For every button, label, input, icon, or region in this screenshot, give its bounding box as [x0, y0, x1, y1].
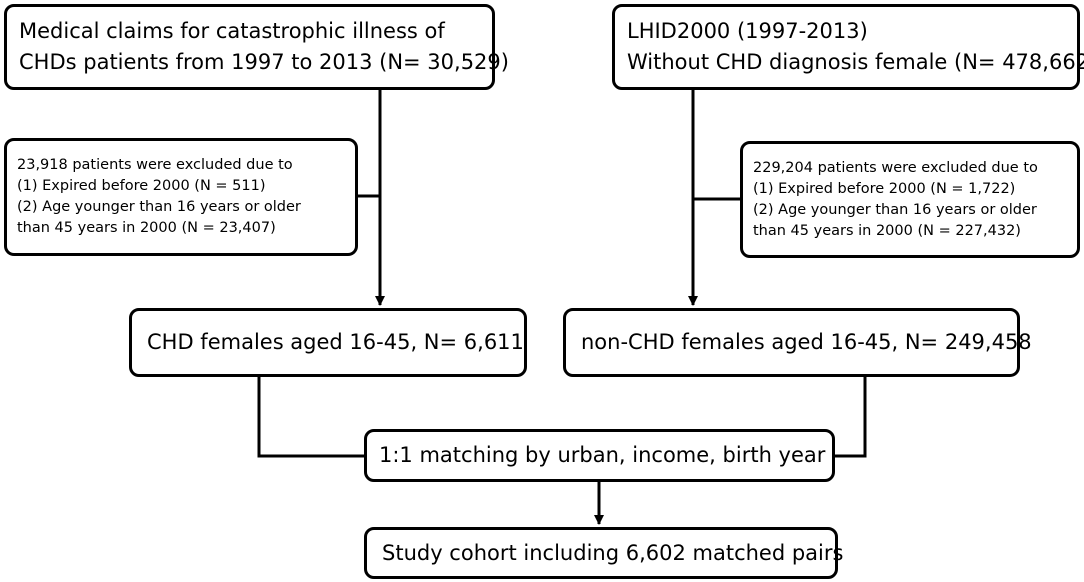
right-exclusion-box: 229,204 patients were excluded due to (1…: [740, 141, 1080, 258]
matching-box: 1:1 matching by urban, income, birth yea…: [364, 429, 835, 482]
left-exclusion-line-1: 23,918 patients were excluded due to: [17, 157, 293, 173]
lhid-line-1: LHID2000 (1997-2013): [627, 19, 868, 43]
right-exclusion-line-1: 229,204 patients were excluded due to: [753, 159, 1038, 176]
study-cohort-box: Study cohort including 6,602 matched pai…: [364, 527, 844, 579]
lhid-box: LHID2000 (1997-2013) Without CHD diagnos…: [612, 4, 1084, 90]
chd-claims-line-2: CHDs patients from 1997 to 2013 (N= 30,5…: [19, 50, 509, 74]
right-exclusion-line-4: than 45 years in 2000 (N = 227,432): [753, 222, 1021, 239]
left-exclusion-line-2: (1) Expired before 2000 (N = 511): [17, 178, 266, 194]
chd-claims-line-1: Medical claims for catastrophic illness …: [19, 19, 445, 43]
left-exclusion-line-3: (2) Age younger than 16 years or older: [17, 199, 301, 215]
connector-nonchd-to-matching: [835, 377, 867, 458]
right-exclusion-line-2: (1) Expired before 2000 (N = 1,722): [753, 180, 1016, 197]
lhid-line-2: Without CHD diagnosis female (N= 478,662…: [627, 50, 1084, 74]
matching-text: 1:1 matching by urban, income, birth yea…: [379, 443, 826, 467]
left-exclusion-box: 23,918 patients were excluded due to (1)…: [4, 138, 358, 256]
study-cohort-text: Study cohort including 6,602 matched pai…: [382, 540, 844, 565]
nonchd-females-box: non-CHD females aged 16-45, N= 249,458: [563, 308, 1032, 377]
right-exclusion-line-3: (2) Age younger than 16 years or older: [753, 201, 1037, 218]
chd-claims-box: Medical claims for catastrophic illness …: [4, 4, 509, 90]
chd-females-box: CHD females aged 16-45, N= 6,611: [129, 308, 527, 377]
chd-females-text: CHD females aged 16-45, N= 6,611: [147, 330, 524, 354]
left-exclusion-line-4: than 45 years in 2000 (N = 23,407): [17, 220, 276, 236]
connector-chd-to-matching: [257, 377, 364, 458]
nonchd-females-text: non-CHD females aged 16-45, N= 249,458: [581, 330, 1032, 354]
